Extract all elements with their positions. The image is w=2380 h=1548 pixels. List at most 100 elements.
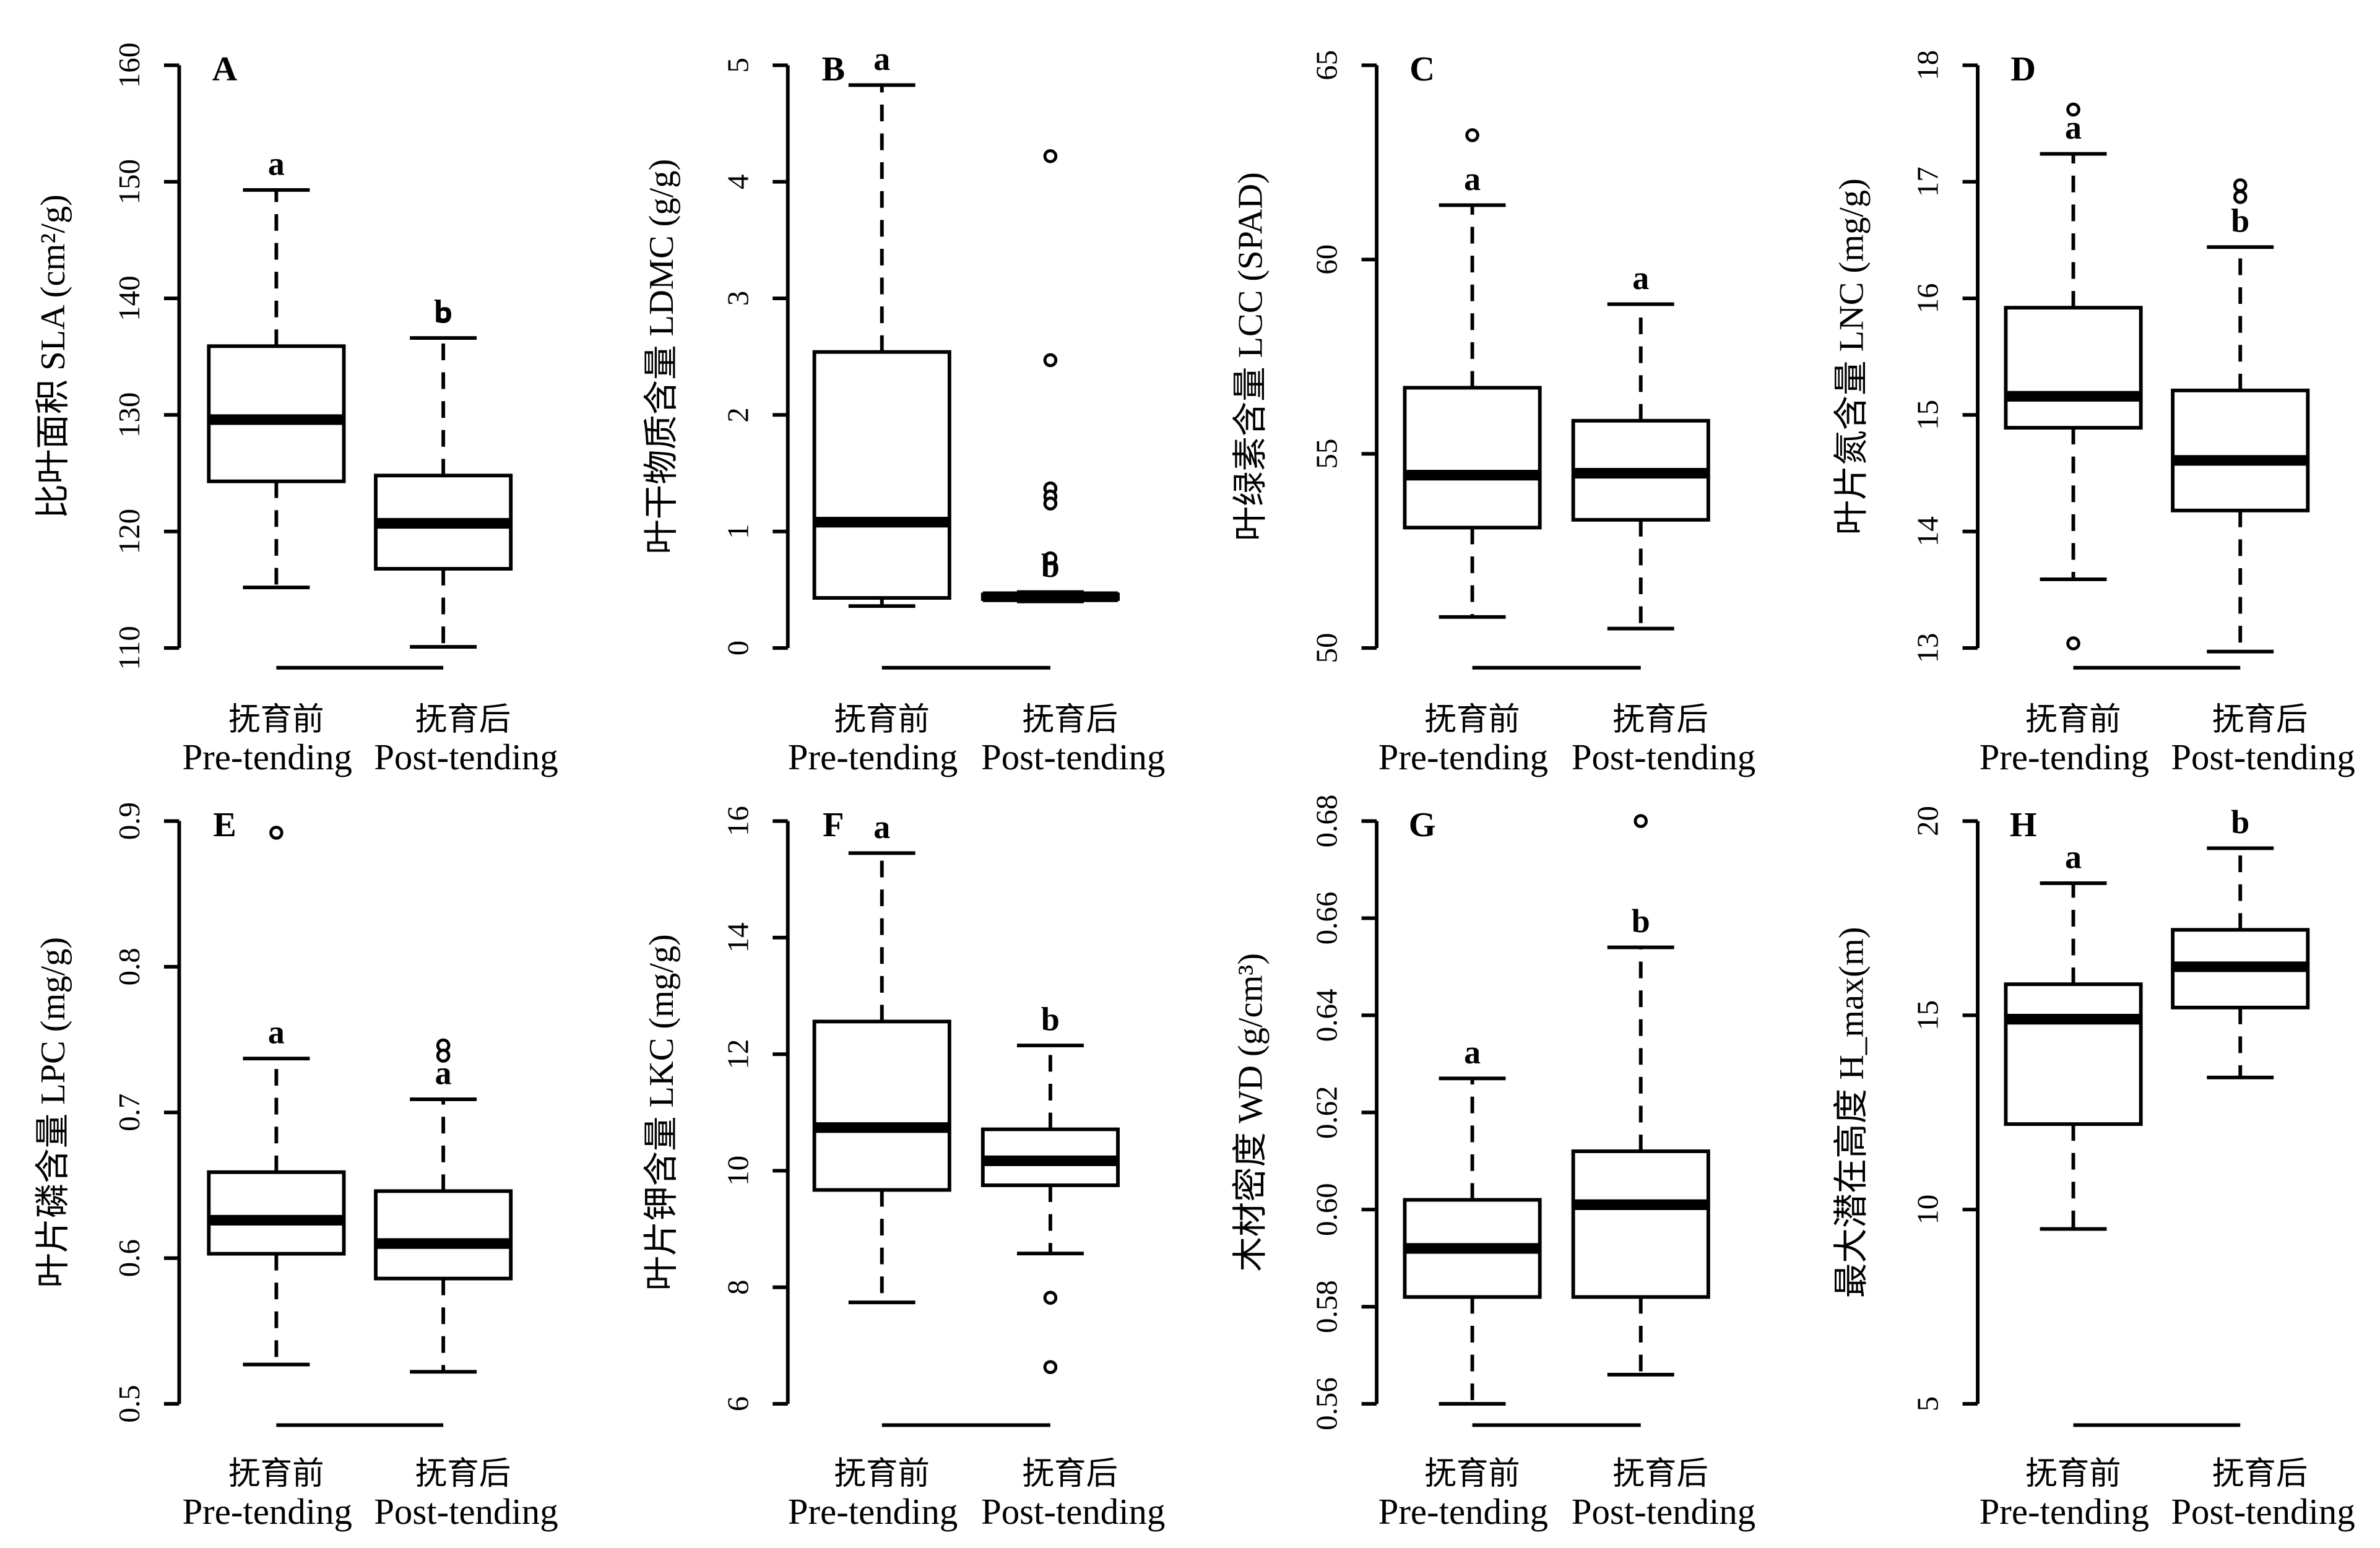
panel-label: B [821, 50, 845, 89]
x-category-label-zh: 抚育后 [1023, 1456, 1118, 1492]
y-tick-label: 4 [720, 174, 755, 189]
panel-label: A [212, 50, 238, 89]
x-category-label-zh: 抚育前 [228, 1456, 324, 1492]
y-tick-label: 12 [720, 1039, 755, 1070]
y-tick-label: 15 [1911, 1000, 1945, 1031]
outlier-point [1043, 1291, 1058, 1305]
significance-letter: b [434, 293, 452, 331]
box-pre-tending: a [1403, 1034, 1542, 1406]
panel-f: 6 8 10 12 14 16 叶片钾含量 LKC (mg/g) F 抚育前Pre-tendin… [643, 806, 1165, 1532]
outlier-point [1043, 353, 1058, 368]
significance-letter: a [873, 40, 890, 77]
x-category-label-zh: 抚育后 [2212, 1456, 2308, 1492]
significance-letter: a [268, 145, 285, 182]
outlier-point [1043, 1360, 1058, 1375]
y-tick-label: 17 [1911, 166, 1945, 197]
x-category-label-en: Post-tending [981, 1492, 1165, 1532]
box-iqr [812, 350, 951, 600]
y-axis-title: 叶干物质含量 LDMC (g/g) [643, 159, 681, 555]
y-axis-title: 最大潜在高度 H_max(m) [1833, 927, 1871, 1298]
outlier-point [2233, 178, 2248, 192]
panel-g: 0.56 0.58 0.60 0.62 0.64 0.66 0.68 木材密度 WD (g/c… [1232, 795, 1756, 1532]
x-category-label-zh: 抚育前 [834, 702, 930, 737]
box-iqr [207, 1170, 346, 1256]
x-category-label-en: Pre-tending [182, 737, 352, 777]
y-tick-label: 0.9 [112, 802, 146, 840]
significance-letter: a [1464, 160, 1481, 197]
x-category-label-en: Post-tending [2171, 1492, 2355, 1532]
x-category-label-en: Pre-tending [1980, 1492, 2149, 1532]
y-tick-label: 3 [720, 291, 755, 306]
y-tick-label: 130 [112, 392, 146, 438]
y-tick-label: 10 [1911, 1195, 1945, 1225]
panel-d: 13 14 15 16 17 18 叶片氮含量 LNC (mg/g) D 抚育前Pre-tend… [1833, 50, 2355, 777]
box-pre-tending: a [207, 145, 346, 590]
x-category-label-zh: 抚育前 [2025, 1456, 2121, 1492]
outlier-point [1043, 149, 1058, 163]
y-tick-label: 0.60 [1310, 1183, 1344, 1236]
box-post-tending: a [1571, 259, 1710, 631]
outlier-point [436, 1049, 451, 1063]
y-tick-label: 50 [1310, 633, 1344, 663]
box-post-tending: a [374, 1038, 513, 1374]
panel-label: C [1409, 50, 1435, 89]
panel-label: E [213, 806, 236, 844]
y-tick-label: 0.58 [1310, 1280, 1344, 1333]
significance-letter: b [1041, 1000, 1060, 1037]
x-category-label-zh: 抚育后 [1023, 702, 1118, 737]
outlier-point [1634, 814, 1648, 828]
y-axis-title: 叶片磷含量 LPC (mg/g) [34, 937, 72, 1288]
box-pre-tending: a [812, 40, 951, 608]
outlier-point [2233, 189, 2248, 204]
box-iqr [374, 1189, 513, 1281]
y-tick-label: 0.7 [112, 1094, 146, 1131]
y-tick-label: 14 [1911, 516, 1945, 547]
x-category-label-en: Post-tending [374, 737, 558, 777]
x-category-label-zh: 抚育前 [1424, 702, 1520, 737]
box-post-tending: b [980, 149, 1120, 603]
box-iqr [2171, 388, 2310, 512]
y-tick-label: 1 [720, 524, 755, 539]
y-axis-title: 叶绿素含量 LCC (SPAD) [1232, 172, 1270, 541]
significance-letter: a [435, 1055, 452, 1092]
x-category-label-en: Post-tending [2171, 737, 2355, 777]
y-tick-label: 55 [1310, 439, 1344, 469]
x-category-label-zh: 抚育后 [415, 702, 511, 737]
panel-label: H [2010, 806, 2037, 844]
y-tick-label: 5 [720, 58, 755, 73]
outlier-point [436, 308, 451, 322]
significance-letter: a [2065, 838, 2082, 875]
x-category-label-zh: 抚育后 [1612, 702, 1708, 737]
y-tick-label: 110 [112, 626, 146, 670]
y-tick-label: 20 [1911, 806, 1945, 836]
box-pre-tending: a [812, 808, 951, 1305]
y-tick-label: 0.62 [1310, 1086, 1344, 1139]
y-tick-label: 150 [112, 159, 146, 205]
y-axis-title: 叶片氮含量 LNC (mg/g) [1833, 178, 1871, 535]
x-category-label-en: Post-tending [374, 1492, 558, 1532]
significance-letter: b [2231, 202, 2249, 240]
box-post-tending: b [980, 1000, 1120, 1375]
box-iqr [1403, 386, 1542, 530]
y-axis-title: 木材密度 WD (g/cm³) [1232, 953, 1270, 1272]
significance-letter: a [1464, 1034, 1481, 1071]
box-post-tending: b [1571, 814, 1710, 1377]
x-category-label-en: Pre-tending [788, 737, 958, 777]
y-tick-label: 18 [1911, 50, 1945, 80]
significance-letter: a [1632, 259, 1649, 296]
x-category-label-en: Post-tending [981, 737, 1165, 777]
y-tick-label: 160 [112, 43, 146, 89]
y-tick-label: 0.68 [1310, 795, 1344, 848]
significance-letter: b [1041, 547, 1060, 584]
box-iqr [207, 344, 346, 483]
box-iqr [2004, 982, 2143, 1126]
x-category-label-en: Pre-tending [1980, 737, 2149, 777]
x-category-label-zh: 抚育后 [2212, 702, 2308, 737]
y-tick-label: 0.64 [1310, 988, 1344, 1042]
outlier-point [269, 826, 283, 840]
panel-label: F [823, 806, 844, 844]
x-category-label-en: Pre-tending [1378, 1492, 1548, 1532]
